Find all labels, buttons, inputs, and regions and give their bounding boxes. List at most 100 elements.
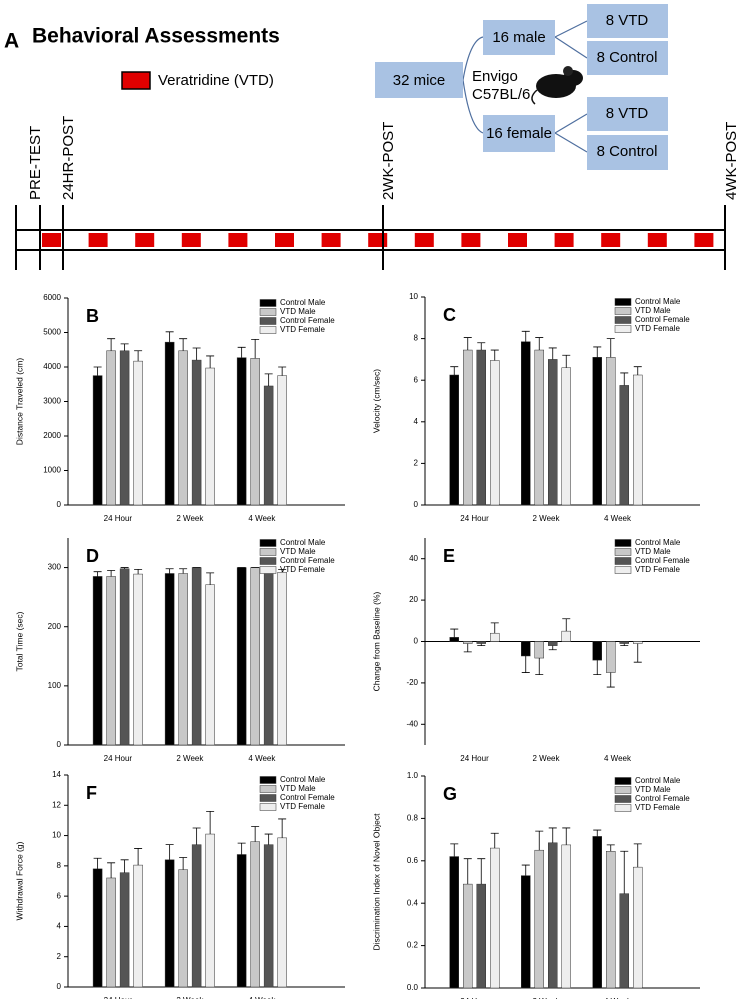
timeline-segment bbox=[694, 233, 714, 247]
x-tick-label: 4 Week bbox=[604, 754, 632, 763]
y-tick-label: 100 bbox=[48, 681, 62, 690]
error-bar bbox=[107, 570, 116, 577]
error-bar bbox=[477, 858, 486, 885]
legend-label: VTD Female bbox=[280, 565, 325, 574]
y-tick-label: 2 bbox=[57, 952, 62, 961]
x-tick-label: 2 Week bbox=[533, 514, 561, 523]
error-bar bbox=[237, 842, 246, 855]
legend-swatch bbox=[259, 803, 277, 811]
y-tick-label: 0.8 bbox=[407, 814, 419, 823]
error-bar bbox=[477, 342, 486, 351]
error-bar bbox=[477, 643, 486, 647]
tree-label: 8 VTD bbox=[606, 12, 649, 29]
x-tick-label: 24 Hour bbox=[460, 514, 489, 523]
legend-label: VTD Male bbox=[635, 785, 671, 794]
error-bar bbox=[490, 832, 499, 849]
bar bbox=[178, 573, 188, 746]
timeline-segment bbox=[461, 233, 481, 247]
bar bbox=[449, 374, 459, 506]
error-bar bbox=[165, 568, 174, 574]
legend-label: Control Male bbox=[280, 538, 326, 547]
error-bar bbox=[490, 622, 499, 634]
bar bbox=[178, 869, 188, 988]
y-tick-label: 200 bbox=[48, 622, 62, 631]
error-bar bbox=[450, 366, 459, 375]
chart: D Total Time (sec) 0 100 200 300 24 Hour 2 Week… bbox=[14, 538, 345, 763]
error-bar bbox=[93, 366, 102, 376]
error-bar bbox=[521, 864, 530, 876]
error-bar bbox=[179, 568, 188, 574]
bar bbox=[236, 357, 247, 506]
y-tick-label: 2000 bbox=[43, 431, 61, 440]
y-axis-label: Velocity (cm/sec) bbox=[371, 369, 381, 433]
panel-letter: G bbox=[443, 784, 457, 804]
x-tick-label: 4 Week bbox=[248, 514, 276, 523]
timeline-label: 2WK-POST bbox=[380, 122, 397, 200]
legend-swatch bbox=[259, 776, 277, 784]
y-tick-label: 40 bbox=[409, 554, 418, 563]
bar bbox=[106, 877, 116, 988]
legend-swatch bbox=[614, 539, 632, 547]
timeline-segment bbox=[88, 233, 108, 247]
y-tick-label: 1.0 bbox=[407, 771, 419, 780]
bar bbox=[119, 350, 130, 506]
bar bbox=[534, 641, 544, 659]
bar bbox=[250, 841, 260, 988]
legend-swatch bbox=[259, 326, 277, 334]
legend-swatch bbox=[259, 308, 277, 316]
error-bar bbox=[606, 672, 615, 688]
error-bar bbox=[593, 829, 602, 837]
bar bbox=[476, 349, 486, 506]
bar bbox=[619, 385, 629, 506]
bar bbox=[521, 341, 531, 506]
y-tick-label: 14 bbox=[52, 770, 61, 779]
error-bar bbox=[606, 338, 615, 358]
legend-swatch bbox=[614, 777, 632, 785]
legend-swatch bbox=[259, 566, 277, 574]
legend-label: Veratridine (VTD) bbox=[158, 72, 274, 89]
timeline-segment bbox=[368, 233, 388, 247]
timeline-segment bbox=[554, 233, 574, 247]
legend-label: Control Female bbox=[635, 556, 690, 565]
bar bbox=[178, 350, 188, 506]
legend-label: Control Female bbox=[280, 556, 335, 565]
error-bar bbox=[206, 810, 215, 835]
error-bar bbox=[535, 658, 544, 676]
bar bbox=[490, 360, 500, 506]
legend-label: Control Male bbox=[635, 538, 681, 547]
bar bbox=[463, 883, 473, 989]
legend-label: VTD Female bbox=[280, 802, 325, 811]
y-tick-label: 6 bbox=[414, 375, 419, 384]
legend-label: VTD Female bbox=[635, 324, 680, 333]
bar bbox=[521, 875, 531, 989]
y-tick-label: 2 bbox=[414, 459, 419, 468]
legend-swatch bbox=[614, 566, 632, 574]
timeline-segment bbox=[321, 233, 341, 247]
tree-label: 32 mice bbox=[393, 72, 446, 89]
error-bar bbox=[134, 350, 143, 362]
bar bbox=[561, 367, 571, 506]
error-bar bbox=[107, 862, 116, 878]
bar bbox=[106, 576, 116, 746]
legend-label: Control Male bbox=[635, 297, 681, 306]
error-bar bbox=[93, 571, 102, 577]
error-bar bbox=[192, 347, 201, 361]
legend-label: Control Male bbox=[635, 776, 681, 785]
error-bar bbox=[134, 568, 143, 575]
y-tick-label: 0 bbox=[57, 982, 62, 991]
legend-swatch bbox=[614, 786, 632, 794]
error-bar bbox=[521, 330, 530, 342]
bar bbox=[263, 567, 274, 746]
tree-node bbox=[483, 20, 555, 55]
x-tick-label: 2 Week bbox=[533, 754, 561, 763]
legend-swatch bbox=[259, 794, 277, 802]
tree-label: 16 male bbox=[492, 29, 545, 46]
error-bar bbox=[548, 827, 557, 843]
error-bar bbox=[165, 844, 174, 860]
legend-swatch bbox=[259, 299, 277, 307]
error-bar bbox=[463, 643, 472, 653]
x-tick-label: 24 Hour bbox=[104, 754, 133, 763]
panel-letter: C bbox=[443, 305, 456, 325]
tree-node bbox=[483, 115, 555, 152]
